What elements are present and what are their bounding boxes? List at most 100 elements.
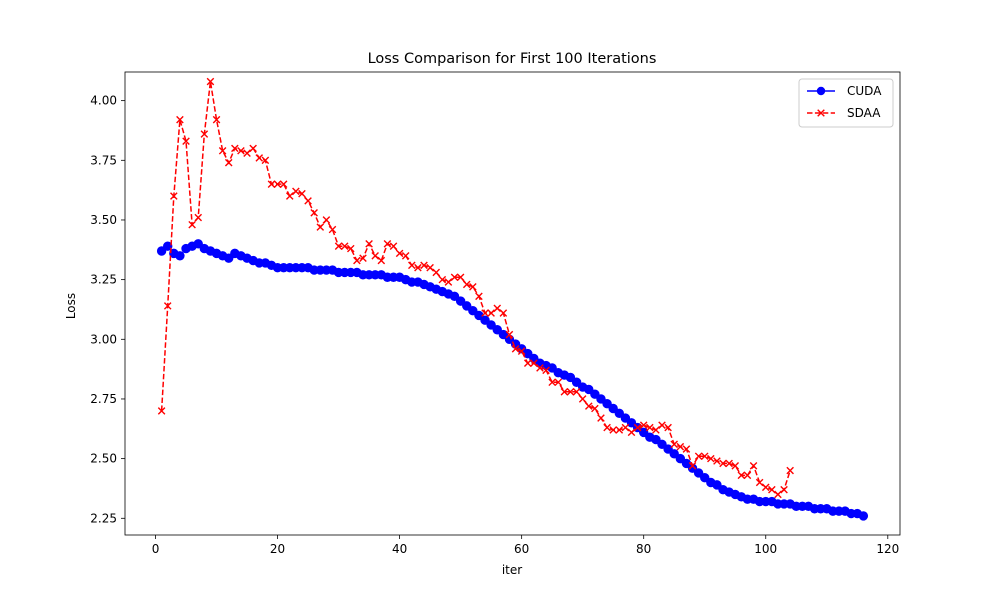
plot-area: 0 20 40 60 80 100 120 2.25 2.50 2.75 3.00 3.25 3.50 3… <box>90 71 901 556</box>
data-point-sdaa <box>170 192 178 200</box>
data-point-sdaa <box>401 251 410 260</box>
data-point-sdaa <box>420 261 428 270</box>
data-point-cuda <box>455 296 466 306</box>
data-point-sdaa <box>346 244 355 253</box>
data-point-sdaa <box>658 421 666 430</box>
data-point-sdaa <box>395 249 404 258</box>
data-point-cuda <box>602 399 612 409</box>
data-point-sdaa <box>267 180 276 188</box>
data-point-sdaa <box>719 459 727 468</box>
data-point-cuda <box>565 372 576 383</box>
data-point-sdaa <box>334 242 343 251</box>
data-point-sdaa <box>200 130 209 138</box>
data-point-sdaa <box>279 180 288 188</box>
data-point-sdaa <box>493 304 502 313</box>
data-point-sdaa <box>389 242 398 251</box>
data-point-sdaa <box>554 378 563 387</box>
data-point-sdaa <box>786 466 794 475</box>
data-point-sdaa <box>432 268 441 277</box>
data-point-sdaa <box>566 388 575 396</box>
data-point-sdaa <box>639 421 648 430</box>
y-tick-label: 2.50 <box>90 452 117 466</box>
data-point-sdaa <box>578 395 587 403</box>
data-point-cuda <box>608 403 618 414</box>
data-point-sdaa <box>548 378 556 387</box>
data-point-cuda <box>663 444 673 454</box>
data-point-cuda <box>156 246 167 256</box>
data-point-cuda <box>626 418 637 428</box>
data-point-sdaa <box>627 428 636 437</box>
data-point-sdaa <box>737 471 746 480</box>
data-point-sdaa <box>731 461 740 470</box>
data-point-sdaa <box>664 423 672 432</box>
y-tick-label: 2.75 <box>90 392 117 406</box>
data-point-cuda <box>590 389 600 399</box>
data-point-sdaa <box>749 461 758 470</box>
data-point-cuda <box>571 377 582 387</box>
x-tick-label: 0 <box>152 542 160 556</box>
data-point-sdaa <box>328 225 337 234</box>
x-tick-label: 100 <box>754 542 777 556</box>
data-point-sdaa <box>707 454 715 463</box>
data-point-sdaa <box>285 192 294 200</box>
data-point-sdaa <box>609 426 617 434</box>
data-point-sdaa <box>456 273 465 282</box>
x-tick-label: 120 <box>876 542 899 556</box>
data-point-sdaa <box>182 137 190 146</box>
data-point-sdaa <box>652 426 660 434</box>
data-point-sdaa <box>450 273 459 282</box>
data-point-sdaa <box>603 423 611 432</box>
data-point-sdaa <box>194 213 203 222</box>
data-point-cuda <box>486 320 496 330</box>
data-point-sdaa <box>682 445 691 453</box>
legend-marker-sdaa <box>817 109 825 117</box>
data-point-cuda <box>492 325 502 335</box>
chart-title: Loss Comparison for First 100 Iterations <box>368 51 657 67</box>
data-point-sdaa <box>475 292 483 301</box>
data-point-sdaa <box>597 414 605 422</box>
data-point-cuda <box>657 439 667 450</box>
data-point-sdaa <box>768 485 776 494</box>
y-tick-label: 3.25 <box>90 273 117 287</box>
data-point-sdaa <box>212 115 221 124</box>
data-point-sdaa <box>725 459 733 468</box>
data-point-sdaa <box>530 359 538 367</box>
data-point-sdaa <box>688 461 697 470</box>
data-point-sdaa <box>371 251 379 260</box>
data-point-sdaa <box>249 144 257 153</box>
data-point-sdaa <box>383 240 392 248</box>
data-point-sdaa <box>261 156 270 165</box>
data-point-sdaa <box>591 404 599 413</box>
data-point-sdaa <box>621 423 630 432</box>
data-point-sdaa <box>487 309 495 317</box>
data-point-sdaa <box>670 440 679 449</box>
data-point-cuda <box>700 473 710 483</box>
data-point-cuda <box>193 239 203 249</box>
data-point-sdaa <box>273 180 282 188</box>
data-point-cuda <box>651 434 661 445</box>
data-point-sdaa <box>224 158 233 167</box>
legend-marker-cuda <box>816 86 826 96</box>
data-point-sdaa <box>700 452 709 461</box>
legend-label-cuda: CUDA <box>847 84 882 98</box>
y-tick-label: 3.75 <box>90 153 117 167</box>
data-point-sdaa <box>761 483 770 492</box>
data-point-sdaa <box>316 223 325 231</box>
data-point-sdaa <box>292 187 300 196</box>
data-point-sdaa <box>560 388 569 396</box>
axes-frame <box>124 71 901 536</box>
data-point-sdaa <box>304 197 312 205</box>
x-tick-label: 20 <box>270 542 285 556</box>
data-point-sdaa <box>310 209 318 217</box>
data-point-cuda <box>620 413 631 423</box>
data-point-sdaa <box>755 478 764 487</box>
y-tick-label: 3.50 <box>90 213 117 227</box>
data-point-sdaa <box>572 388 581 396</box>
data-point-sdaa <box>414 263 422 272</box>
data-point-sdaa <box>444 278 453 286</box>
y-tick-label: 3.00 <box>90 332 117 346</box>
data-point-sdaa <box>322 216 331 224</box>
data-point-cuda <box>614 408 624 418</box>
data-point-sdaa <box>255 154 264 162</box>
data-point-sdaa <box>176 115 184 124</box>
